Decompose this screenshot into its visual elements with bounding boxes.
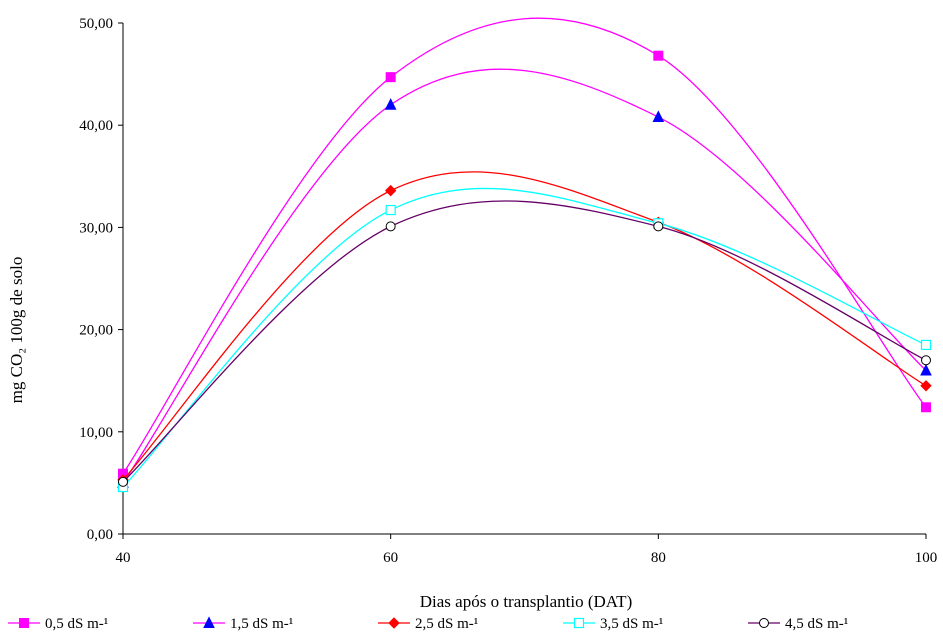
series-layer [117, 17, 932, 493]
data-point [385, 72, 396, 83]
y-tick-label: 30,00 [79, 220, 113, 236]
legend-label: 4,5 dS m-¹ [785, 616, 848, 632]
series-5 [118, 200, 931, 487]
series-line [122, 187, 927, 488]
y-tick-label: 40,00 [79, 118, 113, 134]
y-tick-label: 0,00 [87, 527, 113, 543]
legend-label: 1,5 dS m-¹ [230, 616, 293, 632]
data-point [920, 380, 932, 392]
legend-item: 3,5 dS m-¹ [563, 616, 663, 632]
y-axis-label: mg CO₂ 100g de solo [7, 257, 26, 404]
series-4 [117, 187, 932, 493]
data-point [385, 204, 396, 216]
legend-item: 4,5 dS m-¹ [748, 616, 848, 632]
legend-marker [573, 617, 585, 629]
y-tick-label: 20,00 [79, 323, 113, 339]
legend-item: 2,5 dS m-¹ [378, 616, 478, 632]
series-3 [117, 171, 932, 486]
series-line [122, 200, 927, 483]
y-tick-label: 10,00 [79, 425, 113, 441]
data-point [385, 221, 396, 232]
series-1 [118, 17, 931, 479]
legend-label: 0,5 dS m-¹ [45, 616, 108, 632]
legend-marker [19, 618, 29, 628]
legend-label: 2,5 dS m-¹ [415, 616, 478, 632]
x-tick-label: 80 [651, 550, 666, 566]
axes: 0,00 10,00 20,00 30,00 40,00 50,00 40 60 80 100 [79, 16, 937, 566]
x-axis-label: Dias após o transplantio (DAT) [420, 592, 632, 611]
data-point [653, 221, 664, 232]
data-point [118, 476, 128, 487]
series-line [122, 171, 927, 481]
x-tick-label: 100 [915, 550, 938, 566]
data-point [921, 355, 931, 366]
legend: 0,5 dS m-¹ 1,5 dS m-¹ 2,5 dS m-¹ 3,5 dS m-¹… [8, 616, 848, 632]
legend-marker [759, 618, 769, 628]
data-point [920, 339, 932, 351]
legend-marker [388, 617, 400, 629]
y-tick-label: 50,00 [79, 16, 113, 32]
x-tick-label: 60 [383, 550, 398, 566]
legend-marker [203, 616, 215, 628]
series-line [122, 17, 927, 475]
x-tick-label: 40 [116, 550, 131, 566]
series-2 [117, 68, 932, 488]
data-point [921, 402, 931, 413]
legend-item: 0,5 dS m-¹ [8, 616, 108, 632]
data-point [653, 50, 664, 61]
legend-item: 1,5 dS m-¹ [193, 616, 293, 632]
data-point [920, 363, 932, 376]
data-point [652, 110, 665, 123]
series-line [122, 68, 927, 484]
data-point [384, 98, 397, 110]
legend-label: 3,5 dS m-¹ [600, 616, 663, 632]
data-point [384, 184, 397, 197]
